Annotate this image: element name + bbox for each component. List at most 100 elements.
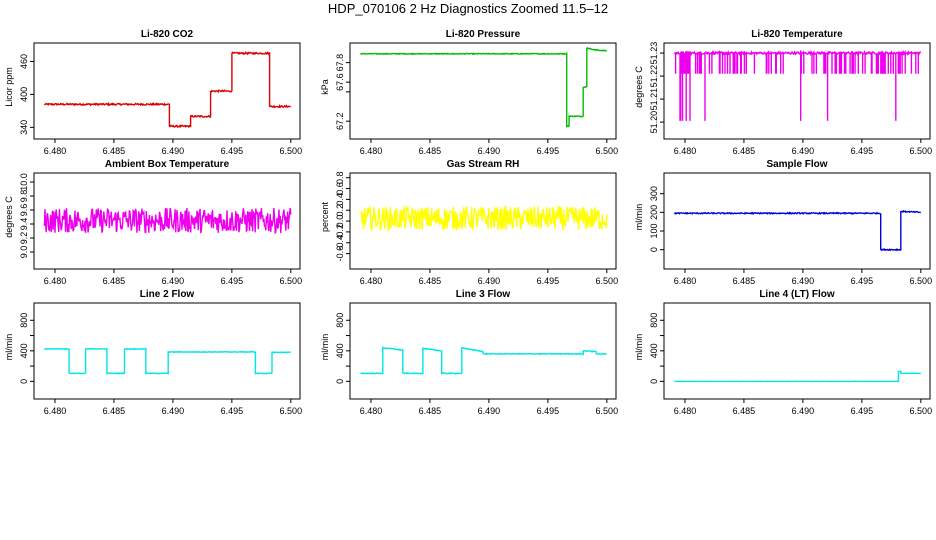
plot-frame (663, 172, 931, 270)
y-axis-label: kPa (320, 79, 330, 95)
x-tick-label: 6.480 (360, 276, 383, 286)
y-tick-label: 340 (19, 120, 29, 135)
y-tick-label: 51.23 (649, 42, 659, 65)
x-tick-label: 6.480 (674, 146, 697, 156)
x-tick-label: 6.495 (537, 406, 560, 416)
x-tick-label: 6.495 (851, 146, 874, 156)
x-tick-label: 6.480 (44, 406, 67, 416)
y-tick-label: 0 (335, 379, 345, 384)
y-tick-label: 51.22 (649, 65, 659, 88)
x-tick-label: 6.495 (221, 146, 244, 156)
x-tick-label: 6.495 (221, 406, 244, 416)
y-axis-label: Licor ppm (4, 67, 14, 107)
panel-4: Ambient Box Temperature degrees C 6.480 6.4… (4, 159, 302, 286)
x-tick-label: 6.495 (221, 276, 244, 286)
x-tick-label: 6.480 (674, 406, 697, 416)
y-tick-label: 9.8 (19, 190, 29, 203)
y-tick-label: -0.2 (335, 224, 345, 240)
y-tick-label: 460 (19, 54, 29, 69)
y-tick-label: 9.6 (19, 204, 29, 217)
x-tick-label: 6.490 (162, 406, 185, 416)
y-axis-label: degrees C (4, 196, 14, 238)
x-tick-label: 6.495 (851, 276, 874, 286)
series-line (359, 205, 608, 233)
y-tick-label: 0.6 (335, 182, 345, 195)
y-tick-label: 67.8 (335, 54, 345, 72)
y-axis-label: percent (320, 201, 330, 232)
x-tick-label: 6.485 (419, 276, 442, 286)
series-line (674, 370, 921, 383)
y-tick-label: -0.6 (335, 246, 345, 262)
series-line (43, 50, 291, 129)
x-tick-label: 6.490 (478, 146, 501, 156)
x-tick-label: 6.500 (280, 406, 303, 416)
y-tick-label: 400 (649, 343, 659, 358)
x-tick-label: 6.490 (162, 146, 185, 156)
plot-frame (33, 302, 301, 400)
x-tick-label: 6.485 (103, 276, 126, 286)
y-axis-label: ml/min (4, 334, 14, 361)
plot-frame (663, 302, 931, 400)
x-tick-label: 6.480 (360, 146, 383, 156)
series-line (360, 345, 608, 375)
y-axis-label: degrees C (634, 66, 644, 108)
x-tick-label: 6.500 (280, 276, 303, 286)
y-tick-label: 9.0 (19, 246, 29, 259)
y-tick-label: 400 (335, 343, 345, 358)
panel-8: Line 3 Flow ml/min 6.480 6.485 6.490 6.495 6.5… (320, 289, 618, 416)
y-tick-label: 0.8 (335, 171, 345, 184)
x-tick-label: 6.490 (162, 276, 185, 286)
x-tick-label: 6.500 (910, 276, 933, 286)
panel-title: Li-820 CO2 (141, 29, 194, 40)
y-tick-label: 0 (19, 379, 29, 384)
x-tick-label: 6.500 (596, 146, 619, 156)
series-line (673, 209, 922, 252)
y-tick-label: 0 (649, 379, 659, 384)
series-line (44, 347, 292, 375)
x-tick-label: 6.480 (44, 276, 67, 286)
y-tick-label: 51.20 (649, 111, 659, 134)
x-tick-label: 6.495 (537, 146, 560, 156)
panel-3: Li-820 Temperature degrees C 6.480 6.485 6.4… (634, 29, 932, 156)
panel-1: Li-820 CO2 Licor ppm 6.480 6.485 6.490 6.495 6… (4, 29, 302, 156)
y-tick-label: 800 (19, 313, 29, 328)
y-axis-label: ml/min (320, 334, 330, 361)
panel-title: Ambient Box Temperature (105, 159, 230, 170)
x-tick-label: 6.480 (674, 276, 697, 286)
y-tick-label: 0.4 (335, 193, 345, 206)
y-tick-label: 300 (649, 186, 659, 201)
x-tick-label: 6.500 (596, 276, 619, 286)
y-tick-label: 200 (649, 205, 659, 220)
panel-7: Line 2 Flow ml/min 6.480 6.485 6.490 6.495 6.5… (4, 289, 302, 416)
panel-title: Li-820 Pressure (446, 29, 521, 40)
y-tick-label: 800 (335, 313, 345, 328)
x-tick-label: 6.495 (537, 276, 560, 286)
y-tick-label: 800 (649, 313, 659, 328)
x-tick-label: 6.490 (792, 276, 815, 286)
y-tick-label: 400 (19, 343, 29, 358)
x-tick-label: 6.490 (792, 406, 815, 416)
x-tick-label: 6.500 (910, 406, 933, 416)
y-axis-label: ml/min (634, 334, 644, 361)
x-tick-label: 6.485 (733, 406, 756, 416)
x-tick-label: 6.485 (419, 146, 442, 156)
y-tick-label: 9.2 (19, 232, 29, 245)
panel-title: Gas Stream RH (447, 159, 520, 170)
panel-title: Line 2 Flow (140, 289, 195, 300)
x-tick-label: 6.480 (360, 406, 383, 416)
panel-title: Sample Flow (766, 159, 827, 170)
y-tick-label: 0.0 (335, 215, 345, 228)
y-tick-label: 10.0 (19, 173, 29, 191)
panel-2: Li-820 Pressure kPa 6.480 6.485 6.490 6.495 6.… (320, 29, 618, 156)
y-tick-label: 0 (649, 247, 659, 252)
y-tick-label: 9.4 (19, 218, 29, 231)
x-tick-label: 6.490 (478, 276, 501, 286)
panel-6: Sample Flow ml/min 6.480 6.485 6.490 6.495 6.5… (634, 159, 932, 286)
panel-5: Gas Stream RH percent 6.480 6.485 6.490 6.495… (320, 159, 618, 286)
plot-frame (33, 42, 301, 140)
x-tick-label: 6.485 (733, 146, 756, 156)
panel-title: Line 3 Flow (456, 289, 511, 300)
y-tick-label: 0.2 (335, 204, 345, 217)
plot-frame (349, 42, 617, 140)
